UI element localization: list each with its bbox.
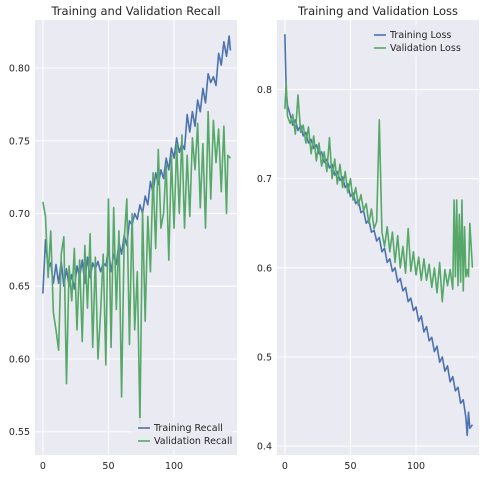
recall-ticks: 0.55 0.60 0.65 0.70 0.75 0.80 0 50 100 [9, 64, 183, 472]
loss-chart-title: Training and Validation Loss [297, 4, 458, 18]
loss-ytick-label: 0.7 [257, 174, 272, 185]
recall-ytick-label: 0.70 [9, 209, 30, 220]
loss-legend-box [367, 25, 475, 57]
recall-xtick-label: 100 [165, 461, 183, 472]
loss-ytick-label: 0.6 [257, 263, 272, 274]
loss-chart: 0.4 0.5 0.6 0.7 0.8 0 50 100 Training and Valid… [257, 4, 479, 472]
recall-lines [42, 35, 232, 424]
recall-chart: 0.55 0.60 0.65 0.70 0.75 0.80 0 50 100 Training … [9, 4, 237, 472]
loss-ytick-label: 0.4 [257, 442, 272, 453]
recall-ytick-label: 0.80 [9, 64, 30, 75]
loss-lines [284, 34, 474, 437]
recall-series-line-training-recall [42, 35, 232, 294]
recall-chart-title: Training and Validation Recall [50, 4, 220, 18]
legend-label-validation-loss: Validation Loss [390, 43, 461, 54]
recall-ytick-label: 0.55 [9, 427, 30, 438]
loss-ytick-label: 0.8 [257, 85, 272, 96]
loss-grid [277, 20, 479, 455]
loss-xtick-label: 100 [407, 461, 425, 472]
recall-series-line-validation-recall [42, 110, 232, 424]
loss-legend: Training Loss Validation Loss [367, 25, 475, 57]
recall-ytick-label: 0.65 [9, 282, 30, 293]
loss-ytick-label: 0.5 [257, 352, 272, 363]
loss-plot-area [277, 20, 479, 455]
recall-legend: Training Recall Validation Recall [131, 418, 233, 450]
legend-label-training-loss: Training Loss [389, 30, 451, 41]
recall-legend-box [131, 418, 233, 450]
loss-ticks: 0.4 0.5 0.6 0.7 0.8 0 50 100 [257, 85, 425, 472]
recall-xtick-label: 50 [102, 461, 114, 472]
recall-ytick-label: 0.60 [9, 354, 30, 365]
legend-label-validation-recall: Validation Recall [154, 436, 232, 447]
loss-xtick-label: 0 [282, 461, 288, 472]
loss-xtick-label: 50 [344, 461, 356, 472]
recall-xtick-label: 0 [40, 461, 46, 472]
loss-series-line-validation-loss [284, 81, 474, 303]
recall-ytick-label: 0.75 [9, 136, 30, 147]
legend-label-training-recall: Training Recall [153, 423, 223, 434]
